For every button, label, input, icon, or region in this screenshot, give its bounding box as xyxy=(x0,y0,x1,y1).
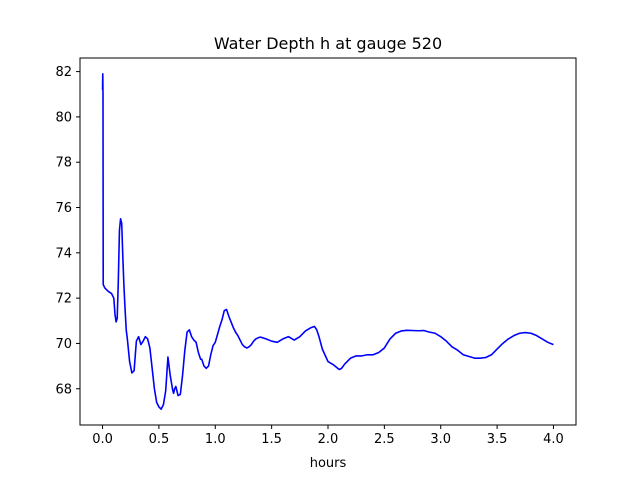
series-line-0 xyxy=(101,73,554,410)
x-tick-label: 2.5 xyxy=(374,432,395,447)
x-axis-label: hours xyxy=(310,456,347,471)
y-tick-label: 80 xyxy=(55,110,72,125)
x-tick-label: 2.0 xyxy=(318,432,339,447)
y-tick-label: 82 xyxy=(55,65,72,80)
x-tick-label: 3.0 xyxy=(430,432,451,447)
plot-area: 0.0 0.5 1.0 1.5 2.0 2.5 3.0 3.5 4.0 68 70 72 74 76 78 8… xyxy=(55,57,577,447)
x-tick-label: 4.0 xyxy=(543,432,564,447)
y-tick-label: 78 xyxy=(55,156,72,171)
x-tick-label: 0.5 xyxy=(149,432,170,447)
x-tick-label: 1.5 xyxy=(261,432,282,447)
x-tick-label: 1.0 xyxy=(205,432,226,447)
y-tick-label: 76 xyxy=(55,201,72,216)
y-tick-label: 72 xyxy=(55,292,72,307)
chart-title: Water Depth h at gauge 520 xyxy=(214,34,442,53)
y-tick-label: 74 xyxy=(55,246,72,261)
x-tick-label: 0.0 xyxy=(92,432,113,447)
y-tick-label: 70 xyxy=(55,337,72,352)
x-tick-label: 3.5 xyxy=(487,432,508,447)
y-tick-label: 68 xyxy=(55,382,72,397)
